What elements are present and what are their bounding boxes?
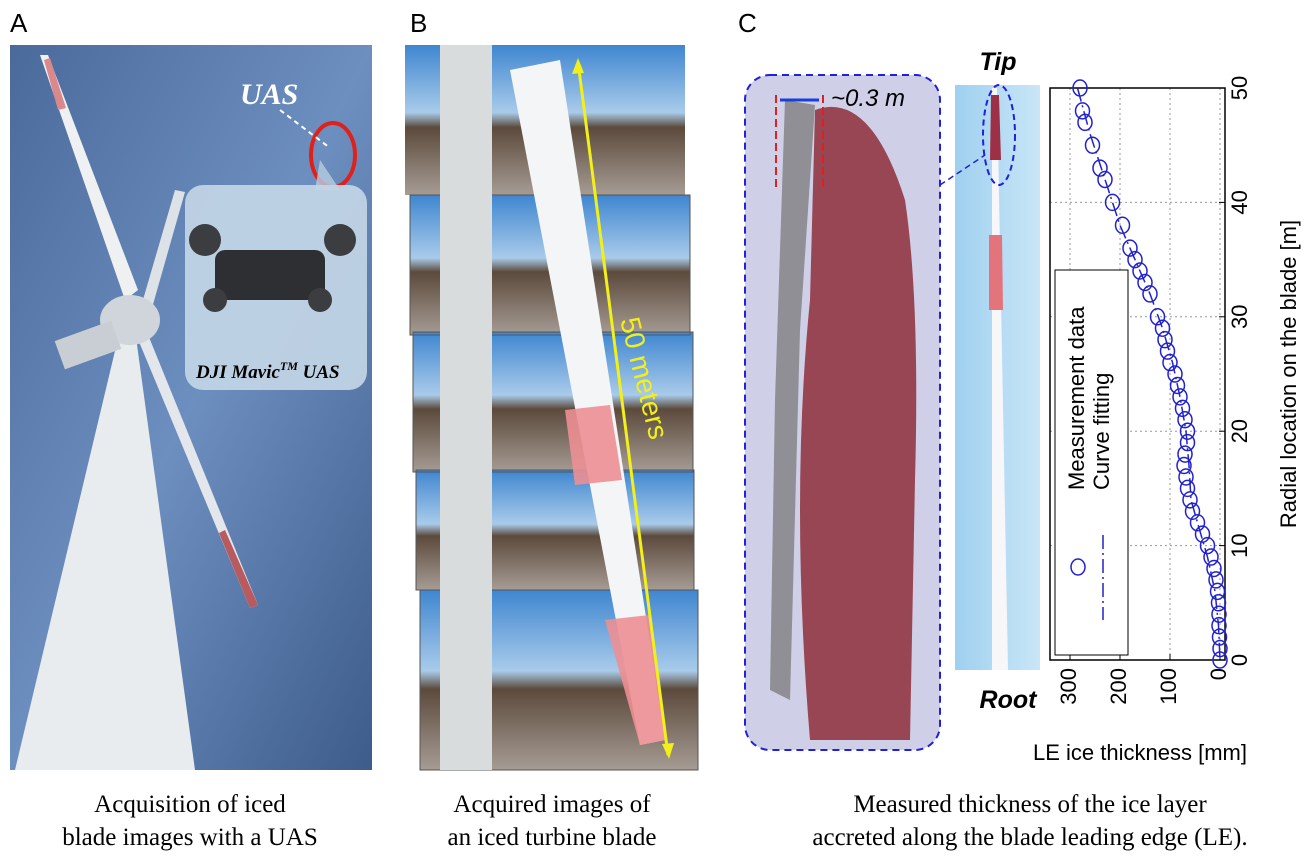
caption: blade images with a UAS bbox=[62, 824, 318, 851]
x-tick-label: 300 bbox=[1056, 668, 1081, 705]
caption: Acquisition of iced bbox=[94, 791, 286, 818]
x-tick-label: 0 bbox=[1206, 668, 1231, 680]
y-axis-label: Radial location on the blade [m] bbox=[1276, 220, 1301, 528]
photo-c bbox=[745, 75, 1040, 750]
photo-a bbox=[10, 45, 372, 770]
annotation-part: DJI Mavic bbox=[195, 362, 280, 383]
panel-label: A bbox=[10, 8, 28, 38]
legend-label: Measurement data bbox=[1064, 306, 1089, 490]
y-tick-label: 20 bbox=[1227, 419, 1252, 443]
y-tick-label: 50 bbox=[1227, 76, 1252, 100]
annotation: Root bbox=[980, 686, 1039, 714]
caption: accreted along the blade leading edge (L… bbox=[812, 824, 1247, 851]
caption: Acquired images of bbox=[453, 791, 651, 818]
x-axis-label: LE ice thickness [mm] bbox=[1033, 740, 1247, 765]
x-tick-label: 100 bbox=[1156, 668, 1181, 705]
y-tick-label: 0 bbox=[1227, 654, 1252, 666]
caption: Measured thickness of the ice layer bbox=[853, 791, 1207, 818]
annotation: Tip bbox=[979, 48, 1016, 76]
panel-label: C bbox=[738, 8, 757, 38]
annotation-part: UAS bbox=[298, 362, 340, 383]
annotation-sup: TM bbox=[280, 359, 298, 373]
x-tick-label: 200 bbox=[1106, 668, 1131, 705]
legend-label: Curve fitting bbox=[1089, 373, 1114, 490]
y-tick-label: 30 bbox=[1227, 305, 1252, 329]
annotation: UAS bbox=[240, 78, 298, 111]
panel-label: B bbox=[410, 8, 427, 38]
figure: A UAS DJI MavicTM UAS Acquisition of ice… bbox=[0, 0, 1315, 859]
y-tick-label: 10 bbox=[1227, 533, 1252, 557]
annotation: ~0.3 m bbox=[831, 85, 905, 112]
annotation: DJI MavicTM UAS bbox=[195, 359, 340, 383]
y-tick-label: 40 bbox=[1227, 190, 1252, 214]
caption: an iced turbine blade bbox=[448, 824, 657, 851]
